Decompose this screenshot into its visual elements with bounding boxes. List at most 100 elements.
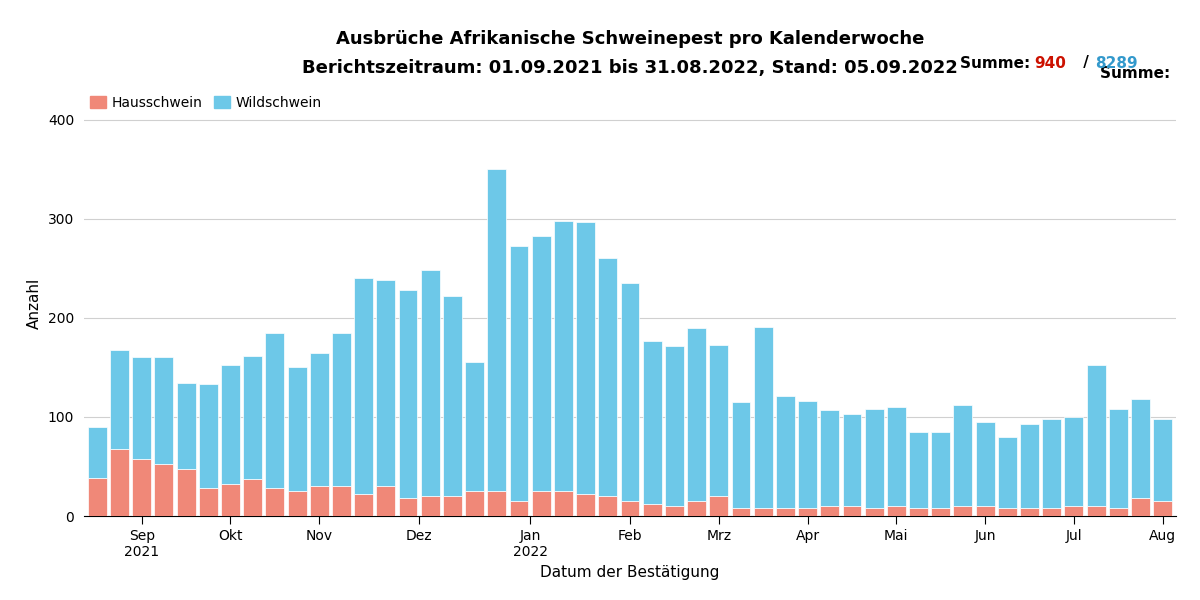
Bar [466,491,484,516]
Bar [576,494,595,516]
Bar [199,488,217,516]
Bar [1109,409,1128,508]
Bar [221,484,240,516]
Bar [443,496,462,516]
Bar [688,328,706,501]
Bar [332,333,350,486]
Bar [798,508,817,516]
Bar [976,506,995,516]
Bar [821,506,839,516]
Bar [155,464,173,516]
Bar [709,344,728,496]
Bar [443,296,462,496]
Legend: Hausschwein, Wildschwein: Hausschwein, Wildschwein [84,90,328,115]
Bar [754,327,773,508]
Bar [1132,399,1150,498]
Bar [88,478,107,516]
Bar [842,506,862,516]
Bar [1109,508,1128,516]
Bar [377,486,395,516]
Bar [842,414,862,506]
Bar [1153,419,1172,501]
Bar [976,422,995,506]
Bar [132,358,151,458]
Bar [776,396,794,508]
Bar [88,427,107,478]
Bar [998,437,1016,508]
Bar [1087,506,1105,516]
Bar [865,409,883,508]
Bar [887,407,906,506]
Bar [288,367,306,491]
Bar [398,290,418,498]
Bar [354,278,373,494]
Bar [244,356,262,479]
Bar [776,508,794,516]
Bar [1087,365,1105,506]
Bar [688,501,706,516]
Bar [310,353,329,486]
Bar [377,280,395,486]
Bar [398,498,418,516]
Bar [421,271,439,496]
Text: /: / [1078,55,1093,70]
Bar [288,491,306,516]
Bar [532,491,551,516]
Title: Ausbrüche Afrikanische Schweinepest pro Kalenderwoche
Berichtszeitraum: 01.09.20: Ausbrüche Afrikanische Schweinepest pro … [302,30,958,77]
Bar [954,405,972,506]
Bar [155,358,173,464]
Bar [865,508,883,516]
Bar [643,341,661,504]
Bar [599,259,617,496]
Bar [176,469,196,516]
Bar [887,506,906,516]
Bar [554,221,572,491]
Bar [510,501,528,516]
Bar [244,479,262,516]
Bar [798,401,817,508]
Bar [221,365,240,484]
Bar [1064,417,1084,506]
Bar [665,506,684,516]
Bar [1132,498,1150,516]
Bar [910,432,928,508]
Bar [487,491,506,516]
Bar [421,496,439,516]
Bar [554,491,572,516]
Bar [176,383,196,469]
Bar [310,486,329,516]
Bar [620,501,640,516]
Bar [487,169,506,491]
Bar [732,402,750,508]
Bar [709,496,728,516]
Bar [110,449,128,516]
Bar [910,508,928,516]
Bar [265,488,284,516]
Text: 8289: 8289 [1096,55,1139,70]
Text: Summe:: Summe: [1100,67,1176,82]
Bar [954,506,972,516]
Bar [265,333,284,488]
Bar [732,508,750,516]
Bar [576,222,595,494]
Bar [532,236,551,491]
Bar [599,496,617,516]
Bar [1043,419,1061,508]
Bar [332,486,350,516]
Bar [1043,508,1061,516]
Bar [1020,508,1039,516]
Bar [754,508,773,516]
Bar [510,245,528,501]
Bar [931,508,950,516]
Bar [466,362,484,491]
Bar [1020,424,1039,508]
Bar [199,384,217,488]
Bar [643,504,661,516]
Bar [821,410,839,506]
Bar [1064,506,1084,516]
Bar [354,494,373,516]
Y-axis label: Anzahl: Anzahl [28,277,42,329]
Bar [110,350,128,449]
Bar [931,432,950,508]
Bar [665,346,684,506]
